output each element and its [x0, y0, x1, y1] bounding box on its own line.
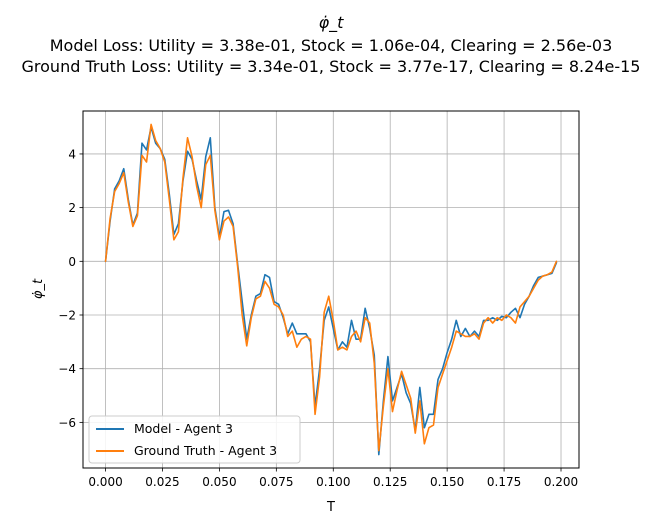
series-lines [104, 123, 558, 456]
x-tick-label: 0.050 [202, 475, 236, 489]
x-tick-label: 0.100 [316, 475, 350, 489]
chart-title: φ̇_t [319, 13, 345, 33]
plot-frame [82, 110, 580, 469]
y-tick-label: −4 [58, 362, 76, 376]
axis-ticks: 0.000 0.025 0.050 0.075 0.100 0.125 0.150 0.175… [58, 147, 578, 489]
y-tick-label: −6 [58, 416, 76, 430]
x-tick-label: 0.075 [259, 475, 293, 489]
y-tick-label: 2 [68, 201, 76, 215]
y-tick-label: 4 [68, 147, 76, 161]
y-tick-label: −2 [58, 309, 76, 323]
legend-label-model: Model - Agent 3 [134, 421, 233, 436]
legend-box [88, 415, 301, 464]
grid [83, 111, 579, 468]
chart-subtitle-model-loss: Model Loss: Utility = 3.38e-01, Stock = … [50, 36, 613, 55]
x-tick-label: 0.175 [487, 475, 521, 489]
y-tick-label: 0 [68, 255, 76, 269]
chart-subtitle-ground-truth-loss: Ground Truth Loss: Utility = 3.34e-01, S… [22, 57, 641, 76]
legend: Model - Agent 3 Ground Truth - Agent 3 [88, 415, 301, 464]
legend-label-ground-truth: Ground Truth - Agent 3 [134, 443, 277, 458]
x-tick-label: 0.150 [430, 475, 464, 489]
x-tick-label: 0.200 [544, 475, 578, 489]
x-axis-label: T [326, 500, 335, 515]
series-line-ground-truth [104, 123, 558, 452]
x-tick-label: 0.125 [373, 475, 407, 489]
x-tick-label: 0.025 [145, 475, 179, 489]
y-axis-label: φ̇_t [31, 278, 46, 299]
x-tick-label: 0.000 [88, 475, 122, 489]
